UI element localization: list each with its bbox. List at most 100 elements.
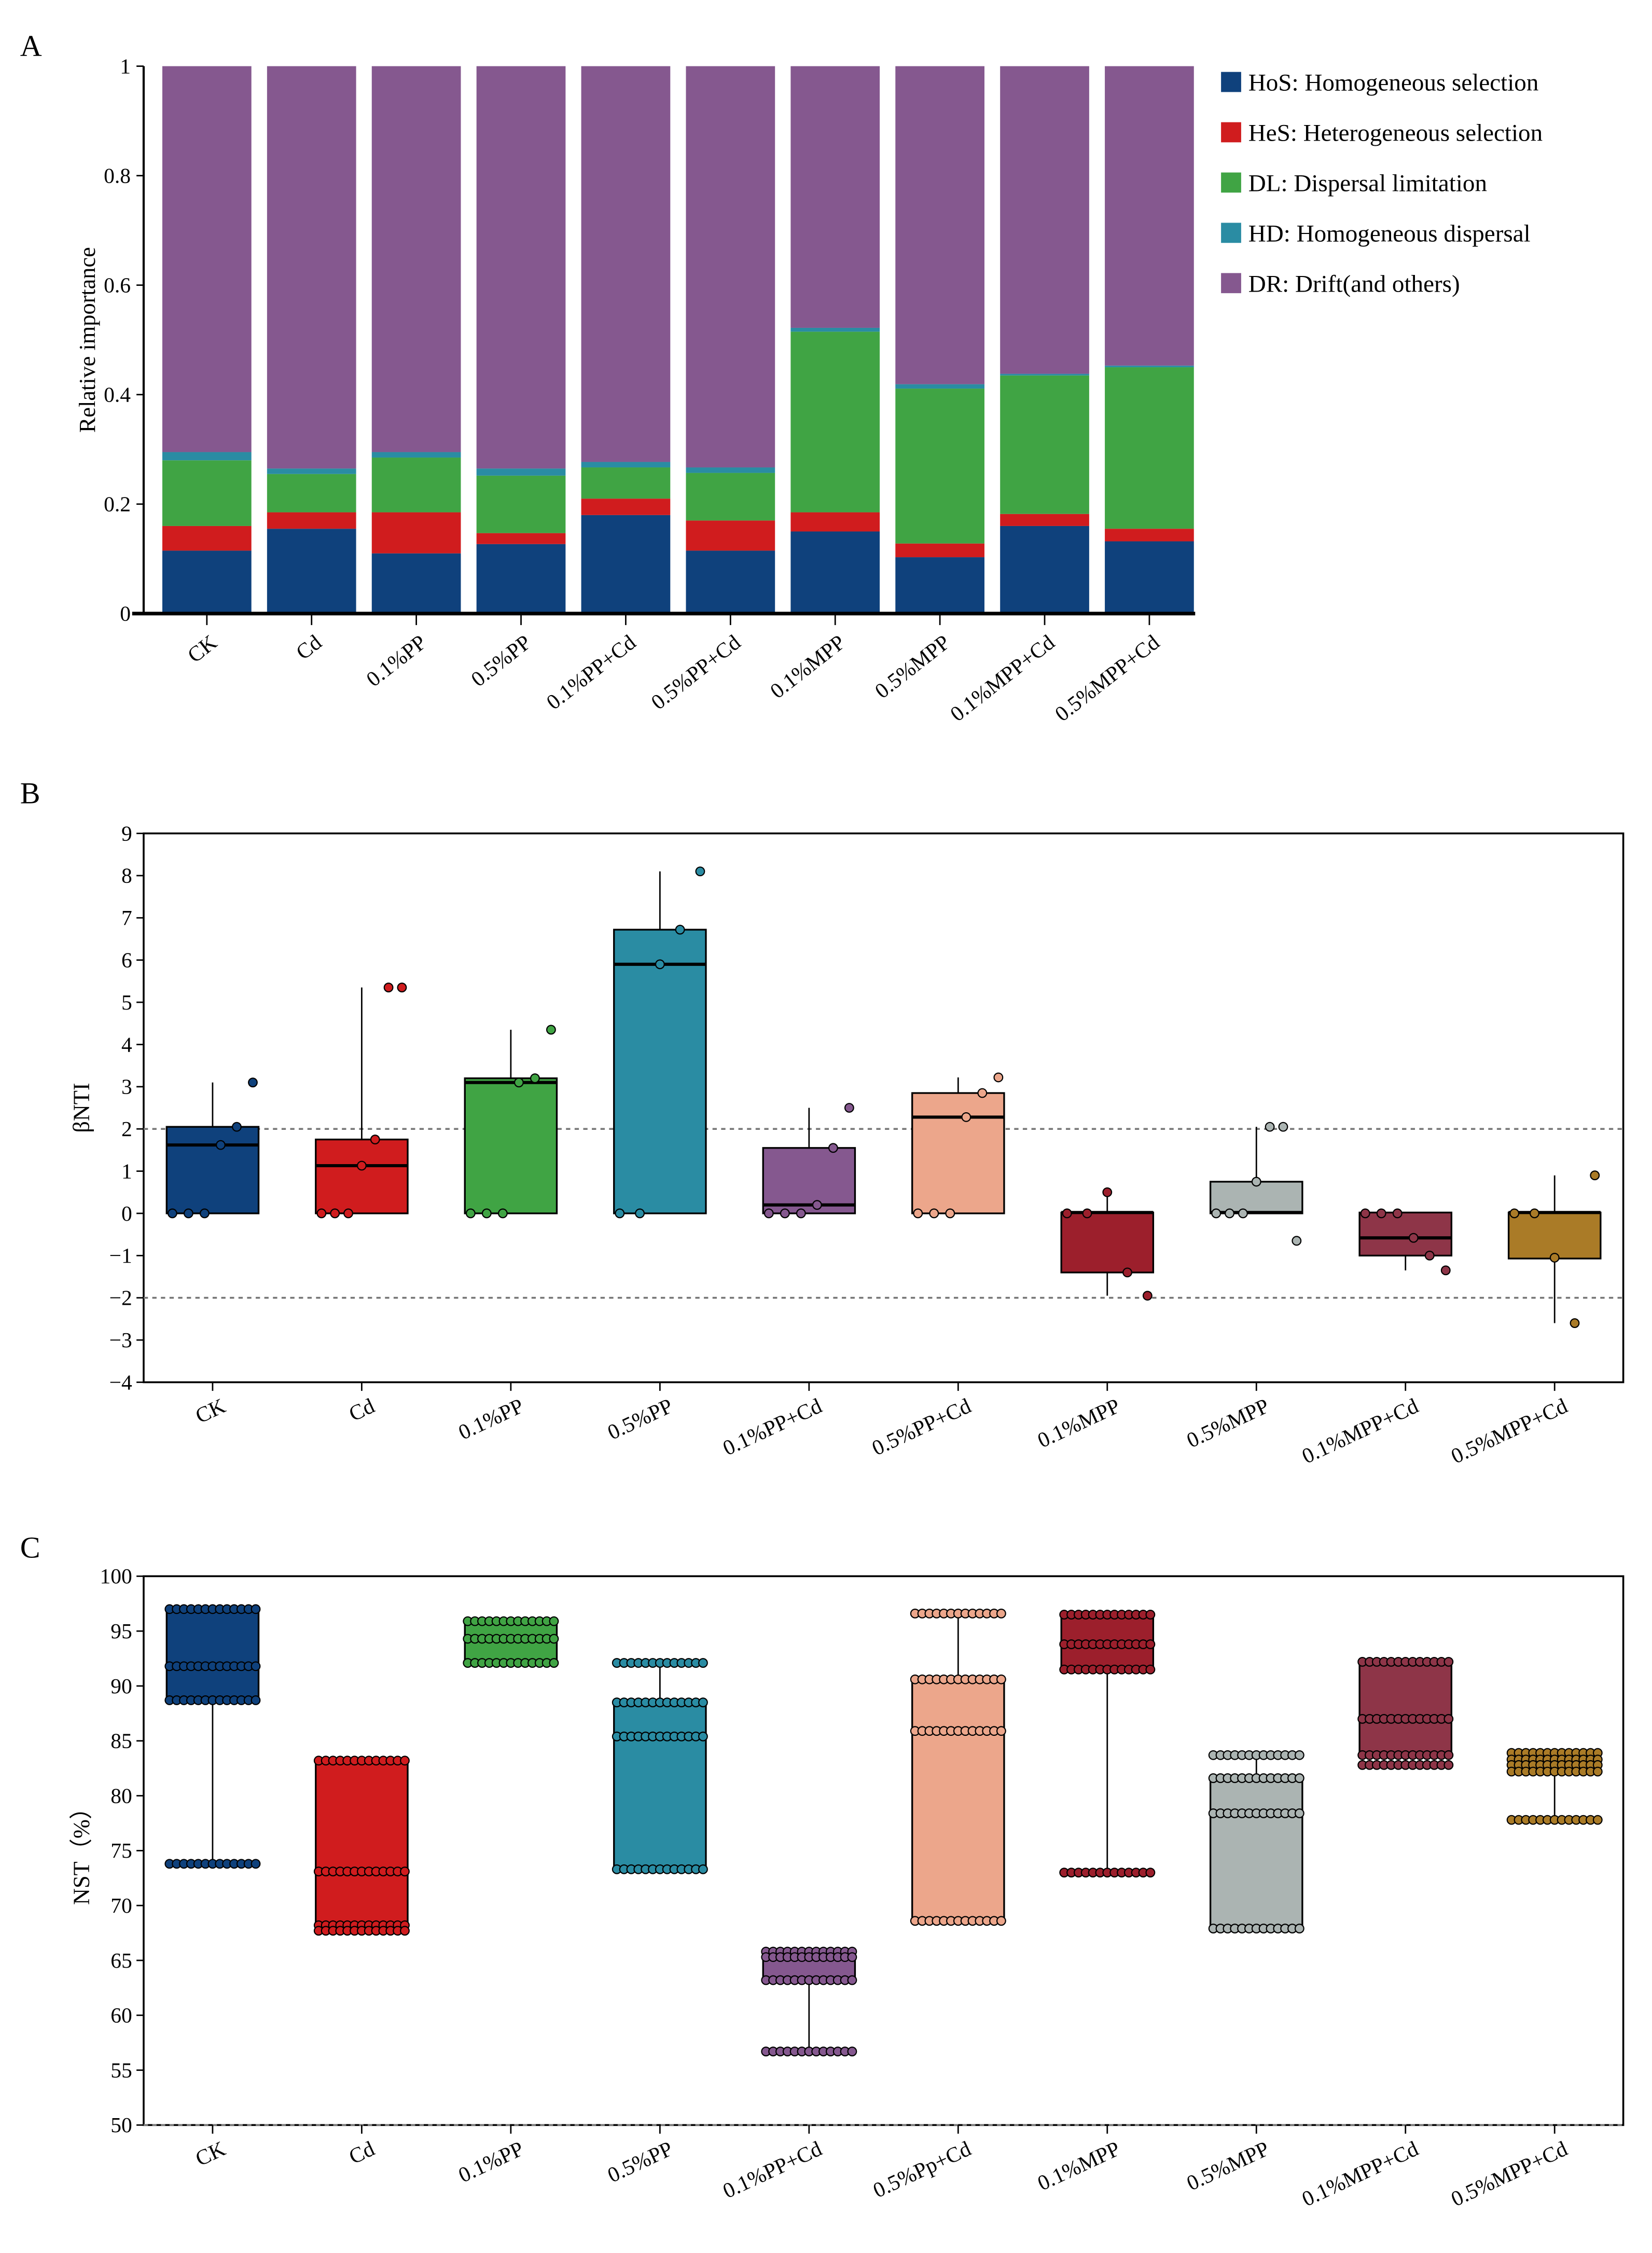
bar-segment — [1105, 541, 1194, 614]
data-point — [698, 1864, 708, 1874]
bar-segment — [686, 520, 775, 551]
y-tick-label: 65 — [110, 1948, 132, 1972]
bar-segment — [1000, 514, 1089, 526]
y-tick-label: 95 — [110, 1619, 132, 1643]
data-point — [1592, 1766, 1603, 1777]
y-axis-label: Relative importance — [75, 247, 100, 433]
data-point — [1145, 1868, 1156, 1878]
data-point — [316, 1208, 327, 1219]
data-point — [1294, 1773, 1304, 1784]
data-point — [1294, 1750, 1304, 1760]
y-tick-label: 70 — [110, 1893, 132, 1917]
data-point — [549, 1658, 559, 1668]
box — [165, 1608, 260, 1702]
x-tick-label: CK — [183, 630, 221, 668]
bar-segment — [162, 460, 252, 526]
bar-segment — [162, 66, 252, 452]
bar-segment — [476, 475, 566, 533]
data-point — [1392, 1208, 1403, 1219]
box — [165, 1126, 260, 1214]
data-point — [913, 1208, 923, 1219]
bar-segment — [162, 550, 252, 614]
x-tick-label: CK — [192, 2136, 229, 2171]
panel-label-a: A — [20, 29, 42, 63]
data-point — [635, 1208, 645, 1219]
box — [762, 1147, 856, 1214]
x-tick-label: 0.1%MPP — [766, 630, 850, 703]
legend-label: DL: Dispersal limitation — [1248, 170, 1487, 197]
data-point — [343, 1208, 353, 1219]
data-point — [251, 1604, 261, 1614]
data-point — [1062, 1208, 1072, 1219]
x-tick-label: Cd — [291, 630, 326, 664]
y-tick-label: 100 — [100, 1564, 132, 1588]
x-tick-label: 0.5%PP+Cd — [646, 630, 745, 714]
data-point — [1238, 1208, 1248, 1219]
data-point — [695, 866, 705, 877]
data-point — [167, 1208, 177, 1219]
data-point — [356, 1160, 367, 1171]
y-tick-label: 75 — [110, 1839, 132, 1862]
data-point — [1294, 1924, 1304, 1934]
data-point — [1082, 1208, 1092, 1219]
x-tick-label: 0.5%MPP+Cd — [1447, 1393, 1571, 1468]
bar-segment — [790, 66, 880, 328]
data-point — [397, 983, 407, 992]
data-point — [698, 1658, 708, 1668]
data-point — [549, 1616, 559, 1626]
bar-segment — [581, 515, 671, 614]
data-point — [1251, 1177, 1261, 1187]
bar-segment — [895, 543, 984, 558]
data-point — [383, 983, 394, 992]
data-point — [763, 1208, 774, 1219]
bar-segment — [686, 66, 775, 468]
box — [613, 1702, 707, 1870]
bar-segment — [686, 550, 775, 614]
data-point — [1292, 1236, 1302, 1246]
y-tick-label: 55 — [110, 2058, 132, 2082]
data-point — [1102, 1187, 1113, 1197]
data-point — [655, 959, 665, 970]
box — [911, 1678, 1005, 1922]
data-point — [1145, 1610, 1156, 1620]
data-point — [481, 1208, 492, 1219]
data-point — [1530, 1208, 1539, 1219]
data-point — [400, 1756, 410, 1766]
bar-segment — [1105, 66, 1194, 366]
y-tick-label: 0.8 — [104, 163, 131, 187]
bar-segment — [686, 467, 775, 473]
data-point — [780, 1208, 790, 1219]
data-point — [812, 1200, 822, 1210]
x-tick-label: 0.1%PP+Cd — [719, 2136, 825, 2203]
bar-segment — [581, 467, 671, 499]
legend-label: DR: Drift(and others) — [1248, 270, 1460, 297]
data-point — [330, 1208, 340, 1219]
y-tick-label: 80 — [110, 1784, 132, 1807]
data-point — [977, 1088, 988, 1098]
legend-label: HD: Homogeneous dispersal — [1248, 220, 1531, 247]
data-point — [251, 1859, 261, 1869]
data-point — [1440, 1265, 1451, 1276]
legend-label: HoS: Homogeneous selection — [1248, 70, 1539, 96]
x-tick-label: 0.1%MPP+Cd — [946, 630, 1059, 726]
data-point — [215, 1140, 226, 1150]
data-point — [400, 1926, 410, 1936]
y-tick-label: 3 — [121, 1075, 132, 1099]
y-tick-label: 1 — [120, 54, 131, 78]
legend-swatch — [1221, 72, 1241, 92]
data-point — [675, 924, 685, 935]
bar-segment — [371, 66, 461, 452]
bar-segment — [790, 327, 880, 332]
x-tick-label: 0.1%PP — [362, 630, 431, 692]
y-tick-label: 2 — [121, 1117, 132, 1141]
data-point — [1549, 1252, 1560, 1263]
data-point — [996, 1916, 1006, 1926]
data-point — [996, 1726, 1006, 1736]
box — [1358, 1211, 1453, 1256]
y-tick-label: 50 — [110, 2113, 132, 2137]
bar-segment — [1000, 375, 1089, 514]
data-point — [961, 1112, 971, 1122]
bar-segment — [790, 512, 880, 532]
